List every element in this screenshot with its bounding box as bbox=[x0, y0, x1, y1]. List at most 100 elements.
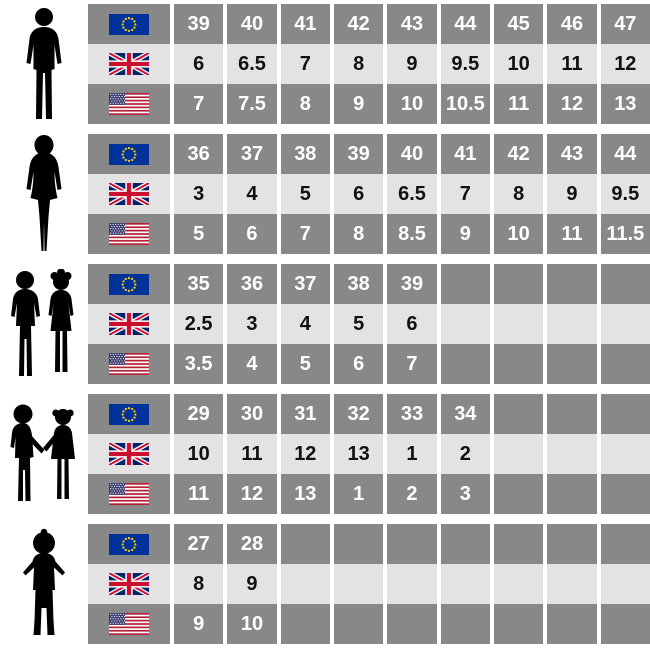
size-cell bbox=[547, 394, 597, 434]
us-flag-icon bbox=[109, 613, 149, 635]
size-cell bbox=[547, 474, 597, 514]
women-us-row: 5 6 7 8 8.5 9 10 11 11.5 bbox=[88, 214, 650, 254]
size-cell bbox=[493, 474, 544, 514]
flag-cell bbox=[88, 174, 170, 214]
size-cell bbox=[600, 264, 650, 304]
size-cell: 10 bbox=[174, 434, 224, 474]
size-cell bbox=[600, 434, 650, 474]
size-cell: 43 bbox=[387, 4, 437, 44]
size-rows: 27 28 8 9 9 10 bbox=[88, 524, 650, 644]
size-cell bbox=[493, 564, 544, 604]
size-cell: 13 bbox=[280, 474, 330, 514]
size-cell: 41 bbox=[280, 4, 330, 44]
size-cell bbox=[333, 604, 384, 644]
size-cell: 4 bbox=[227, 174, 277, 214]
size-cell bbox=[547, 434, 597, 474]
size-cell bbox=[493, 434, 544, 474]
flag-cell bbox=[88, 604, 170, 644]
flag-cell bbox=[88, 434, 170, 474]
baby-eu-row: 27 28 bbox=[88, 524, 650, 564]
size-cell bbox=[547, 524, 597, 564]
size-cell: 2 bbox=[387, 474, 437, 514]
flag-cell bbox=[88, 134, 170, 174]
kids-us-row: 3.5 4 5 6 7 bbox=[88, 344, 650, 384]
size-cell: 3 bbox=[440, 474, 490, 514]
flag-cell bbox=[88, 44, 170, 84]
size-cell: 3.5 bbox=[174, 344, 224, 384]
size-cell bbox=[600, 604, 650, 644]
women-eu-row: 36 37 38 39 40 41 42 43 44 bbox=[88, 134, 650, 174]
size-cell: 44 bbox=[440, 4, 490, 44]
size-cell: 3 bbox=[227, 304, 277, 344]
size-cell: 9 bbox=[227, 564, 277, 604]
flag-cell bbox=[88, 344, 170, 384]
eu-flag-icon bbox=[109, 273, 149, 295]
size-cell: 37 bbox=[280, 264, 330, 304]
size-cell bbox=[600, 564, 650, 604]
size-cell bbox=[547, 344, 597, 384]
flag-cell bbox=[88, 474, 170, 514]
size-cell: 43 bbox=[547, 134, 597, 174]
flag-cell bbox=[88, 394, 170, 434]
flag-cell bbox=[88, 264, 170, 304]
flag-cell bbox=[88, 524, 170, 564]
size-cell: 27 bbox=[174, 524, 224, 564]
size-cell: 11 bbox=[493, 84, 544, 124]
size-cell: 11 bbox=[227, 434, 277, 474]
size-cell: 33 bbox=[387, 394, 437, 434]
uk-flag-icon bbox=[109, 573, 149, 595]
us-flag-icon bbox=[109, 483, 149, 505]
size-cell: 6 bbox=[174, 44, 224, 84]
flag-cell bbox=[88, 84, 170, 124]
size-cell: 7 bbox=[174, 84, 224, 124]
size-cell: 6 bbox=[333, 344, 384, 384]
size-cell: 12 bbox=[600, 44, 650, 84]
size-rows: 36 37 38 39 40 41 42 43 44 3 4 5 6 6.5 7 8 9 9.5 5 6 7 8 8.5 9 1… bbox=[88, 134, 650, 254]
man-silhouette bbox=[0, 4, 88, 124]
size-cell: 46 bbox=[547, 4, 597, 44]
us-flag-icon bbox=[109, 223, 149, 245]
size-cell bbox=[493, 264, 544, 304]
size-cell: 5 bbox=[333, 304, 384, 344]
men-uk-row: 6 6.5 7 8 9 9.5 10 11 12 bbox=[88, 44, 650, 84]
size-cell bbox=[440, 264, 490, 304]
kids-silhouette bbox=[0, 264, 88, 384]
size-cell: 35 bbox=[174, 264, 224, 304]
uk-flag-icon bbox=[109, 183, 149, 205]
size-cell: 13 bbox=[333, 434, 384, 474]
uk-flag-icon bbox=[109, 443, 149, 465]
flag-cell bbox=[88, 214, 170, 254]
us-flag-icon bbox=[109, 353, 149, 375]
size-cell: 39 bbox=[333, 134, 384, 174]
size-section-women: 36 37 38 39 40 41 42 43 44 3 4 5 6 6.5 7 8 9 9.5 5 6 7 8 8.5 9 1… bbox=[0, 134, 650, 254]
size-cell: 7 bbox=[387, 344, 437, 384]
size-cell: 4 bbox=[280, 304, 330, 344]
women-uk-row: 3 4 5 6 6.5 7 8 9 9.5 bbox=[88, 174, 650, 214]
baby-us-row: 9 10 bbox=[88, 604, 650, 644]
size-cell: 28 bbox=[227, 524, 277, 564]
size-cell: 7 bbox=[440, 174, 490, 214]
size-cell: 1 bbox=[333, 474, 384, 514]
size-cell: 6 bbox=[333, 174, 384, 214]
size-cell: 6.5 bbox=[227, 44, 277, 84]
size-cell: 47 bbox=[600, 4, 650, 44]
size-cell bbox=[547, 304, 597, 344]
eu-flag-icon bbox=[109, 13, 149, 35]
size-section-men: 39 40 41 42 43 44 45 46 47 6 6.5 7 8 9 9.5 10 11 12 7 7.5 8 9… bbox=[0, 4, 650, 124]
kids-eu-row: 35 36 37 38 39 bbox=[88, 264, 650, 304]
size-cell bbox=[440, 604, 490, 644]
size-cell: 9.5 bbox=[600, 174, 650, 214]
size-cell bbox=[440, 524, 490, 564]
size-cell: 11 bbox=[547, 214, 597, 254]
size-cell: 1 bbox=[387, 434, 437, 474]
size-cell: 30 bbox=[227, 394, 277, 434]
size-cell: 2.5 bbox=[174, 304, 224, 344]
size-cell: 11.5 bbox=[600, 214, 650, 254]
size-cell: 36 bbox=[227, 264, 277, 304]
size-cell: 11 bbox=[174, 474, 224, 514]
size-cell: 13 bbox=[600, 84, 650, 124]
size-cell: 5 bbox=[280, 344, 330, 384]
size-cell bbox=[547, 604, 597, 644]
